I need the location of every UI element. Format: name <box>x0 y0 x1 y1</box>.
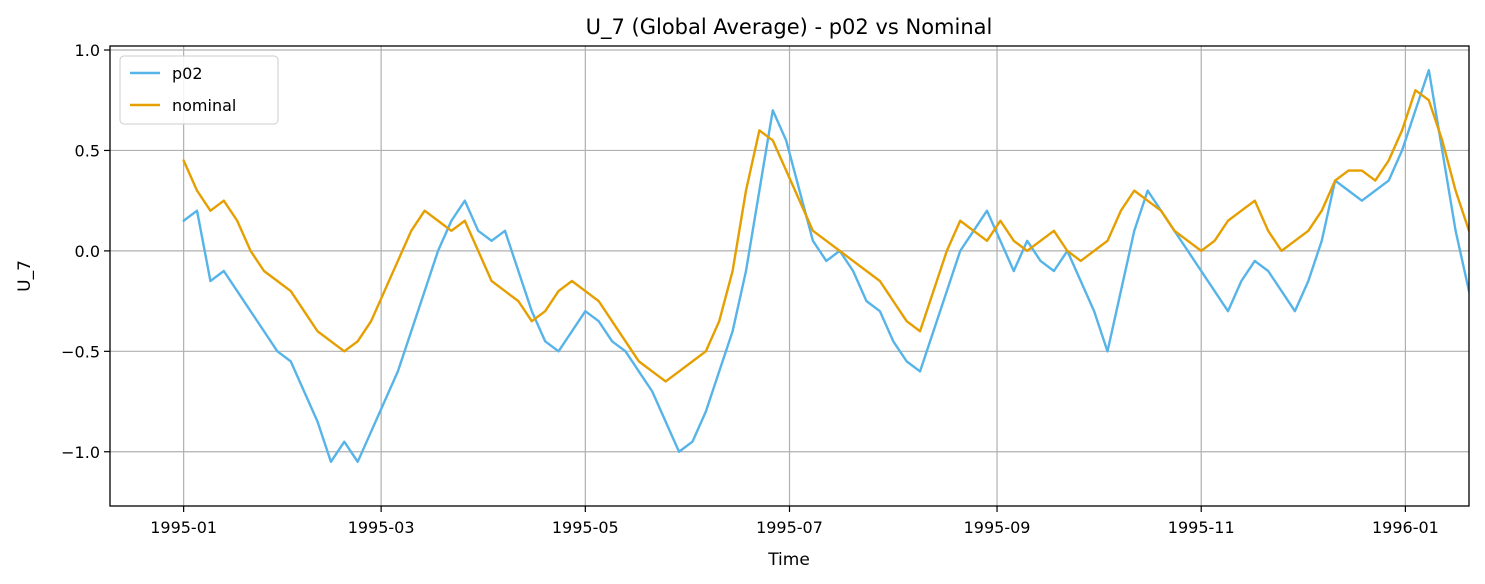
series-line-p02 <box>182 68 1469 464</box>
x-tick-label: 1996-01 <box>1372 518 1439 537</box>
plot-area <box>182 68 1469 464</box>
y-tick-label: 0.0 <box>75 242 100 261</box>
legend-label-nominal: nominal <box>172 96 236 115</box>
legend-label-p02: p02 <box>172 64 203 83</box>
chart-title: U_7 (Global Average) - p02 vs Nominal <box>586 15 993 40</box>
series-layer <box>182 68 1469 464</box>
x-tick-label: 1995-11 <box>1168 518 1235 537</box>
y-tick-label: −0.5 <box>61 342 100 361</box>
y-tick-label: 1.0 <box>75 41 100 60</box>
x-axis-label: Time <box>767 550 810 570</box>
y-tick-label: 0.5 <box>75 141 100 160</box>
x-tick-label: 1995-03 <box>348 518 415 537</box>
x-tick-label: 1995-05 <box>552 518 619 537</box>
y-axis-label: U_7 <box>15 260 35 292</box>
grid <box>110 46 1469 506</box>
ticks: 1995-01 1995-03 1995-05 1995-07 1995-09 1995-… <box>61 41 1439 537</box>
x-tick-label: 1995-01 <box>150 518 217 537</box>
legend: p02 nominal <box>119 55 279 125</box>
y-tick-label: −1.0 <box>61 443 100 462</box>
series-line-nominal <box>182 88 1469 383</box>
x-tick-label: 1995-09 <box>964 518 1031 537</box>
x-tick-label: 1995-07 <box>756 518 823 537</box>
